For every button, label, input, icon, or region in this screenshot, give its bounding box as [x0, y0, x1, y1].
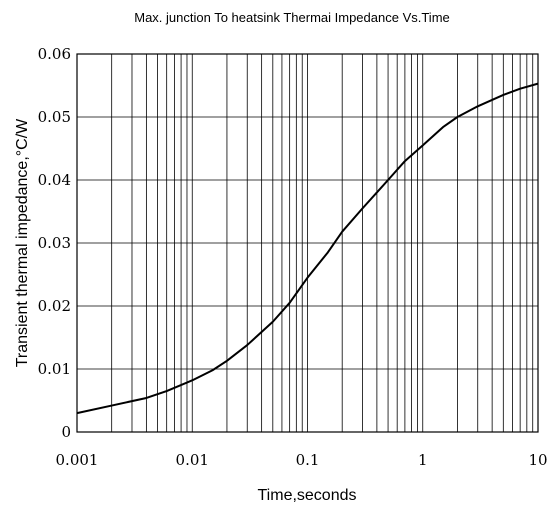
x-tick-label: 0.001: [56, 451, 99, 469]
y-tick-label: 0.04: [38, 171, 71, 189]
series-lines: [76, 82, 539, 415]
y-axis-label: Transient thermal impedance,°C/W: [14, 118, 31, 367]
x-tick-label: 0.1: [296, 451, 320, 469]
grid-lines: [77, 54, 538, 432]
y-tick-label: 0.05: [38, 108, 71, 126]
chart-title: Max. junction To heatsink Thermai Impeda…: [134, 10, 450, 25]
x-tick-label: 10: [528, 451, 547, 469]
y-tick-labels: 0 0.01 0.02 0.03 0.04 0.05 0.06: [38, 45, 71, 441]
y-tick-label: 0.02: [38, 297, 71, 315]
x-tick-label: 1: [418, 451, 428, 469]
x-axis-label: Time,seconds: [258, 487, 357, 504]
x-tick-label: 0.01: [176, 451, 209, 469]
x-tick-labels: 0.001 0.01 0.1 1 10: [56, 451, 548, 469]
y-tick-label: 0.03: [38, 234, 71, 252]
y-tick-label: 0.01: [38, 360, 71, 378]
y-tick-label: 0: [61, 423, 71, 441]
plot-area-frame: [76, 53, 539, 433]
impedance-curve: [76, 82, 539, 415]
y-tick-label: 0.06: [38, 45, 71, 63]
